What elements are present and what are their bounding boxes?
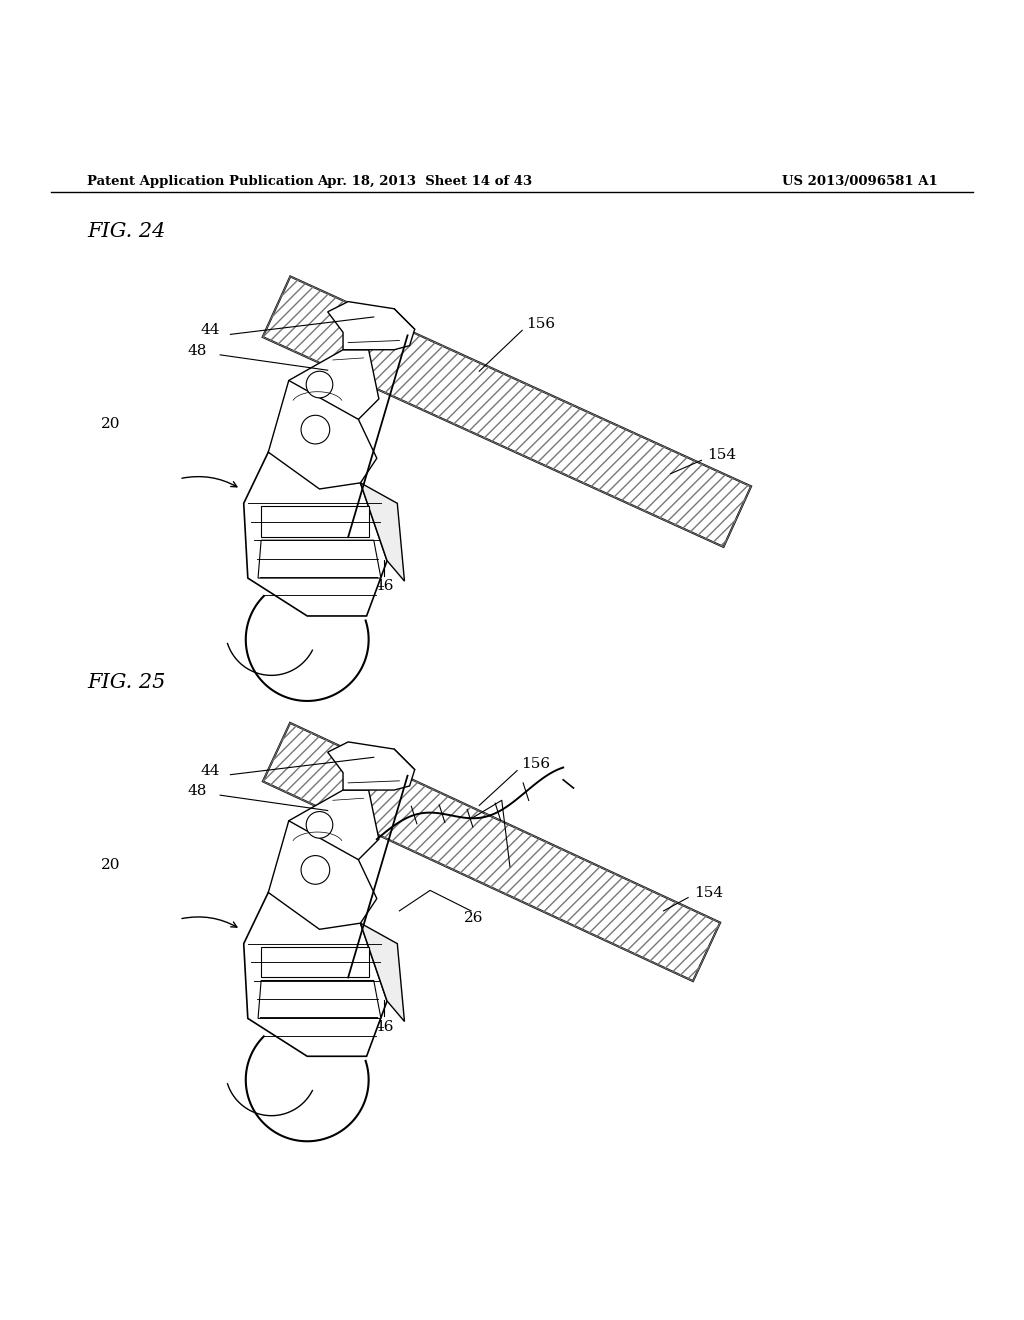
Text: 26: 26: [464, 911, 484, 925]
Text: Patent Application Publication: Patent Application Publication: [87, 176, 313, 189]
Circle shape: [301, 855, 330, 884]
Polygon shape: [263, 276, 751, 546]
Circle shape: [306, 371, 333, 397]
Text: 48: 48: [188, 343, 207, 358]
Text: 46: 46: [374, 579, 394, 593]
Polygon shape: [360, 483, 404, 581]
Polygon shape: [289, 791, 379, 859]
Text: 20: 20: [100, 858, 121, 871]
Text: 44: 44: [200, 323, 220, 338]
Text: 48: 48: [188, 784, 207, 799]
Text: FIG. 25: FIG. 25: [87, 673, 166, 692]
Text: 42: 42: [517, 865, 538, 878]
Text: FIG. 24: FIG. 24: [87, 223, 166, 242]
Polygon shape: [328, 301, 415, 350]
Text: 156: 156: [526, 317, 555, 331]
Polygon shape: [268, 380, 377, 488]
Text: 154: 154: [708, 449, 736, 462]
Polygon shape: [244, 453, 387, 616]
Text: 156: 156: [521, 758, 550, 771]
Text: 154: 154: [694, 887, 723, 900]
Polygon shape: [268, 821, 377, 929]
Text: 46: 46: [374, 1019, 394, 1034]
Polygon shape: [263, 723, 720, 981]
Polygon shape: [258, 981, 381, 1019]
Polygon shape: [244, 892, 387, 1056]
Text: 20: 20: [100, 417, 121, 432]
Polygon shape: [289, 350, 379, 420]
Polygon shape: [360, 923, 404, 1022]
Polygon shape: [258, 540, 381, 578]
Polygon shape: [261, 507, 369, 537]
Polygon shape: [328, 742, 415, 791]
Text: US 2013/0096581 A1: US 2013/0096581 A1: [782, 176, 938, 189]
Circle shape: [301, 416, 330, 444]
Text: 44: 44: [200, 763, 220, 777]
Polygon shape: [261, 946, 369, 977]
Text: Apr. 18, 2013  Sheet 14 of 43: Apr. 18, 2013 Sheet 14 of 43: [317, 176, 532, 189]
Circle shape: [306, 812, 333, 838]
